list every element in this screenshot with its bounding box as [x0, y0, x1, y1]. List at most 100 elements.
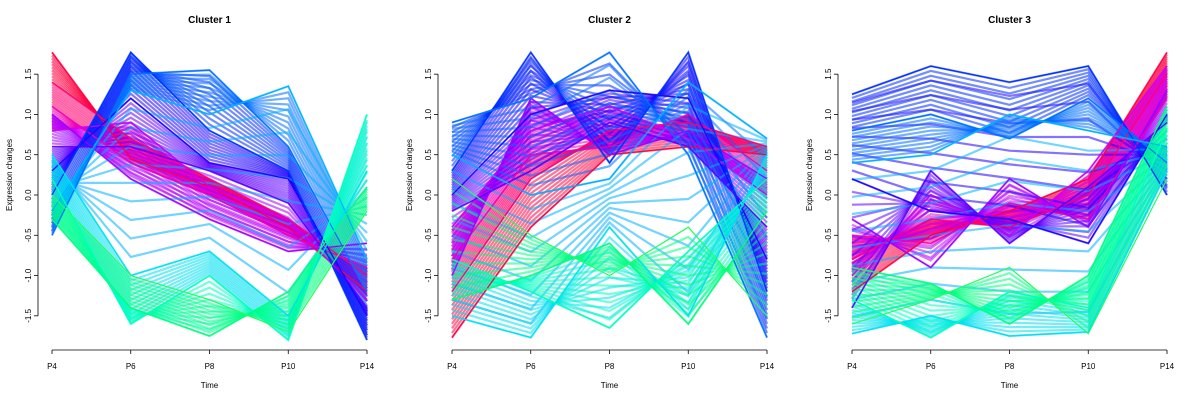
series-line: [51, 69, 368, 292]
series-line: [51, 121, 368, 301]
series-line: [851, 119, 1168, 155]
x-axis-label: Time: [201, 381, 219, 390]
series-line: [851, 108, 1168, 322]
series-line: [851, 118, 1168, 158]
x-axis-label: Time: [1001, 381, 1019, 390]
series-line: [851, 103, 1168, 161]
series-line: [851, 150, 1168, 198]
y-tick-label: 0.5: [24, 149, 33, 161]
y-tick-label: 0.0: [824, 189, 833, 201]
series-line: [851, 114, 1168, 239]
series-line: [851, 121, 1168, 227]
series-line: [451, 76, 768, 299]
series-line: [451, 89, 768, 260]
y-tick-label: -1.5: [824, 308, 833, 322]
series-line: [451, 51, 768, 292]
series-lines: [51, 50, 369, 342]
y-tick-label: -1.0: [824, 268, 833, 282]
series-line: [451, 102, 768, 200]
series-line: [451, 105, 768, 228]
chart-title: Cluster 1: [188, 15, 231, 26]
y-axis-label: Expression changes: [5, 139, 14, 211]
series-line: [851, 127, 1168, 309]
series-line: [51, 114, 368, 342]
y-tick-label: 0.5: [424, 149, 433, 161]
series-line: [851, 137, 1168, 192]
series-line: [51, 201, 368, 322]
series-line: [851, 73, 1168, 260]
series-line: [851, 106, 1168, 159]
series-line: [851, 149, 1168, 312]
series-line: [851, 120, 1168, 314]
series-line: [51, 195, 368, 323]
series-line: [851, 97, 1168, 244]
series-line: [52, 146, 368, 309]
chart-panel-1: Cluster 1 P4 P6 P8 P10 P14 Time -1.5 -1.0 -0.5 0.0…: [5, 15, 375, 390]
series-lines: [450, 49, 769, 339]
y-tick-label: -1.5: [424, 308, 433, 322]
x-axis: P4 P6 P8 P10 P14 Time: [447, 349, 775, 390]
series-line: [851, 135, 1168, 181]
series-line: [451, 121, 768, 228]
series-line: [51, 186, 368, 337]
x-tick-label: P6: [126, 362, 136, 371]
x-axis: P4 P6 P8 P10 P14 Time: [47, 349, 375, 390]
series-line: [851, 97, 1168, 164]
series-line: [451, 231, 768, 307]
series-line: [852, 134, 1168, 303]
series-line: [51, 126, 368, 243]
chart-panel-3: Cluster 3 P4 P6 P8 P10 P14 Time -1.5 -1.0 -0.5 0.0…: [805, 15, 1175, 390]
y-tick-label: 1.0: [424, 108, 433, 120]
series-line: [451, 114, 768, 239]
y-tick-label: 1.5: [24, 68, 33, 80]
x-tick-label: P4: [47, 362, 57, 371]
series-line: [51, 107, 368, 252]
y-tick-label: -1.5: [24, 308, 33, 322]
y-axis-label: Expression changes: [405, 139, 414, 211]
x-tick-label: P6: [926, 362, 936, 371]
series-line: [851, 116, 1168, 155]
y-tick-label: -0.5: [24, 228, 33, 242]
y-tick-label: -0.5: [824, 228, 833, 242]
series-line: [451, 63, 768, 319]
series-line: [451, 250, 768, 287]
series-line: [851, 114, 1168, 245]
series-line: [51, 200, 368, 317]
x-tick-label: P14: [360, 362, 375, 371]
x-axis: P4 P6 P8 P10 P14 Time: [847, 349, 1175, 390]
series-line: [51, 85, 368, 260]
series-line: [851, 106, 1168, 325]
series-line: [451, 95, 768, 180]
series-line: [451, 190, 768, 307]
series-line: [851, 171, 1168, 330]
x-tick-label: P4: [847, 362, 857, 371]
series-line: [51, 51, 368, 341]
series-line: [451, 97, 768, 276]
y-tick-label: 0.0: [424, 189, 433, 201]
y-axis: -1.5 -1.0 -0.5 0.0 0.5 1.0 1.5 Expression chang…: [5, 68, 39, 323]
x-tick-label: P14: [760, 362, 775, 371]
y-tick-label: 1.5: [424, 68, 433, 80]
series-line: [51, 176, 368, 226]
x-tick-label: P10: [281, 362, 296, 371]
x-tick-label: P4: [447, 362, 457, 371]
series-line: [451, 178, 768, 329]
series-line: [51, 199, 368, 326]
series-line: [51, 194, 368, 333]
series-line: [451, 214, 768, 286]
series-line: [451, 88, 768, 187]
series-line: [451, 163, 768, 321]
y-tick-label: 0.0: [24, 189, 33, 201]
series-line: [451, 144, 768, 254]
series-line: [851, 65, 1168, 196]
series-line: [851, 130, 1168, 339]
y-axis: -1.5 -1.0 -0.5 0.0 0.5 1.0 1.5 Expression chang…: [805, 68, 839, 323]
series-line: [851, 142, 1168, 306]
series-line: [851, 170, 1168, 337]
series-line: [451, 226, 768, 275]
series-line: [451, 51, 768, 338]
series-line: [451, 175, 768, 320]
y-tick-label: -1.0: [424, 268, 433, 282]
